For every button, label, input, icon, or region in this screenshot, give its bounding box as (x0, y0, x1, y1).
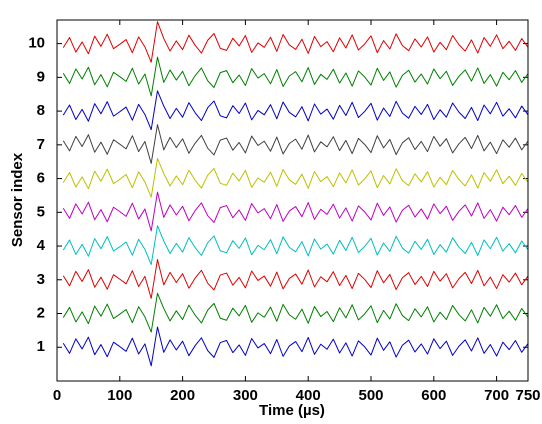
series-line (62, 326, 529, 367)
y-tick-label: 8 (37, 102, 45, 119)
y-tick-label: 1 (37, 338, 45, 355)
series-line (62, 225, 529, 266)
series-line (62, 259, 529, 299)
y-axis-label: Sensor index (9, 152, 26, 247)
y-tick-label: 9 (37, 68, 45, 85)
plot-frame (56, 19, 529, 382)
x-tick-label: 0 (53, 387, 61, 404)
x-tick-label: 100 (107, 387, 132, 404)
x-tick-label: 500 (358, 387, 383, 404)
series-line (62, 191, 529, 232)
y-tick-label: 10 (28, 35, 45, 52)
x-axis-label: Time (µs) (259, 402, 325, 419)
x-tick-label: 200 (170, 387, 195, 404)
series-line (62, 157, 529, 198)
x-tick-label: 750 (515, 387, 540, 404)
y-tick-label: 4 (37, 237, 46, 254)
series-line (62, 292, 529, 333)
y-tick-label: 5 (37, 203, 45, 220)
x-tick-label: 400 (296, 387, 321, 404)
x-tick-label: 300 (233, 387, 258, 404)
y-tick-label: 2 (37, 304, 45, 321)
y-tick-label: 3 (37, 271, 45, 288)
x-tick-label: 700 (484, 387, 509, 404)
x-tick-label: 600 (421, 387, 446, 404)
series-line (62, 90, 529, 131)
series-line (62, 21, 529, 63)
y-tick-label: 6 (37, 170, 45, 187)
y-tick-label: 7 (37, 136, 45, 153)
series-line (62, 56, 529, 97)
series-line (62, 124, 529, 164)
